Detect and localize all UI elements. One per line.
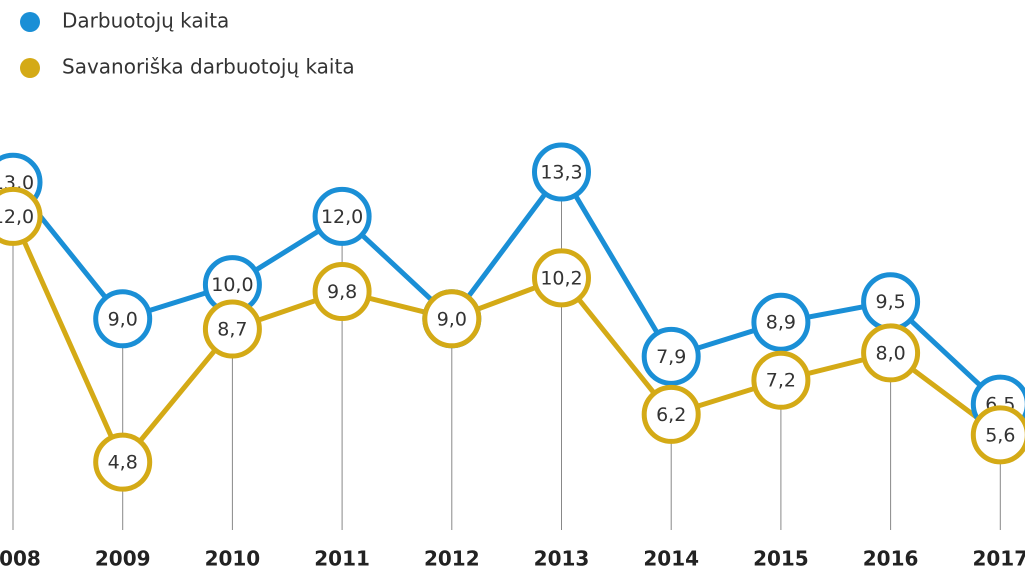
point-marker bbox=[970, 405, 1025, 465]
x-tick-label: 2010 bbox=[205, 547, 261, 571]
point-marker bbox=[641, 384, 701, 444]
x-tick-label: 2013 bbox=[534, 547, 590, 571]
data-label: 8,0 bbox=[875, 342, 905, 364]
legend-label: Darbuotojų kaita bbox=[62, 9, 229, 33]
data-label: 12,0 bbox=[0, 206, 34, 228]
data-label: 8,7 bbox=[217, 319, 247, 341]
data-label: 10,2 bbox=[540, 267, 582, 289]
data-label: 4,8 bbox=[108, 452, 138, 474]
point-marker bbox=[861, 323, 921, 383]
data-label: 9,5 bbox=[875, 291, 905, 313]
x-tick-label: 2017 bbox=[972, 547, 1025, 571]
legend-swatch bbox=[20, 12, 40, 32]
data-label: 8,9 bbox=[766, 312, 796, 334]
data-label: 12,0 bbox=[321, 206, 363, 228]
point-marker bbox=[202, 299, 262, 359]
point-marker bbox=[641, 326, 701, 386]
data-label: 10,0 bbox=[211, 274, 253, 296]
x-tick-label: 2016 bbox=[863, 547, 919, 571]
data-label: 7,2 bbox=[766, 370, 796, 392]
data-label: 6,2 bbox=[656, 404, 686, 426]
x-tick-label: 2014 bbox=[643, 547, 699, 571]
data-label: 9,8 bbox=[327, 281, 357, 303]
data-label: 7,9 bbox=[656, 346, 686, 368]
data-label: 9,0 bbox=[108, 308, 138, 330]
series-line bbox=[11, 169, 1003, 406]
point-marker bbox=[751, 350, 811, 410]
point-marker bbox=[532, 142, 591, 202]
point-marker bbox=[93, 432, 153, 492]
x-tick-label: 2012 bbox=[424, 547, 480, 571]
point-marker bbox=[312, 261, 372, 321]
point-marker bbox=[312, 186, 372, 246]
data-label: 13,3 bbox=[540, 162, 582, 184]
data-label: 5,6 bbox=[985, 424, 1015, 446]
point-marker bbox=[422, 289, 482, 349]
point-marker bbox=[0, 186, 43, 246]
x-tick-label: 2009 bbox=[95, 547, 151, 571]
series-line bbox=[10, 215, 1002, 465]
legend-label: Savanoriška darbuotojų kaita bbox=[62, 55, 355, 79]
data-label: 9,0 bbox=[437, 308, 467, 330]
point-marker bbox=[93, 289, 153, 349]
legend-swatch bbox=[20, 58, 40, 78]
x-tick-label: 2008 bbox=[0, 547, 41, 571]
point-marker bbox=[532, 248, 591, 308]
point-marker bbox=[751, 292, 811, 352]
x-tick-label: 2011 bbox=[314, 547, 370, 571]
x-tick-label: 2015 bbox=[753, 547, 809, 571]
